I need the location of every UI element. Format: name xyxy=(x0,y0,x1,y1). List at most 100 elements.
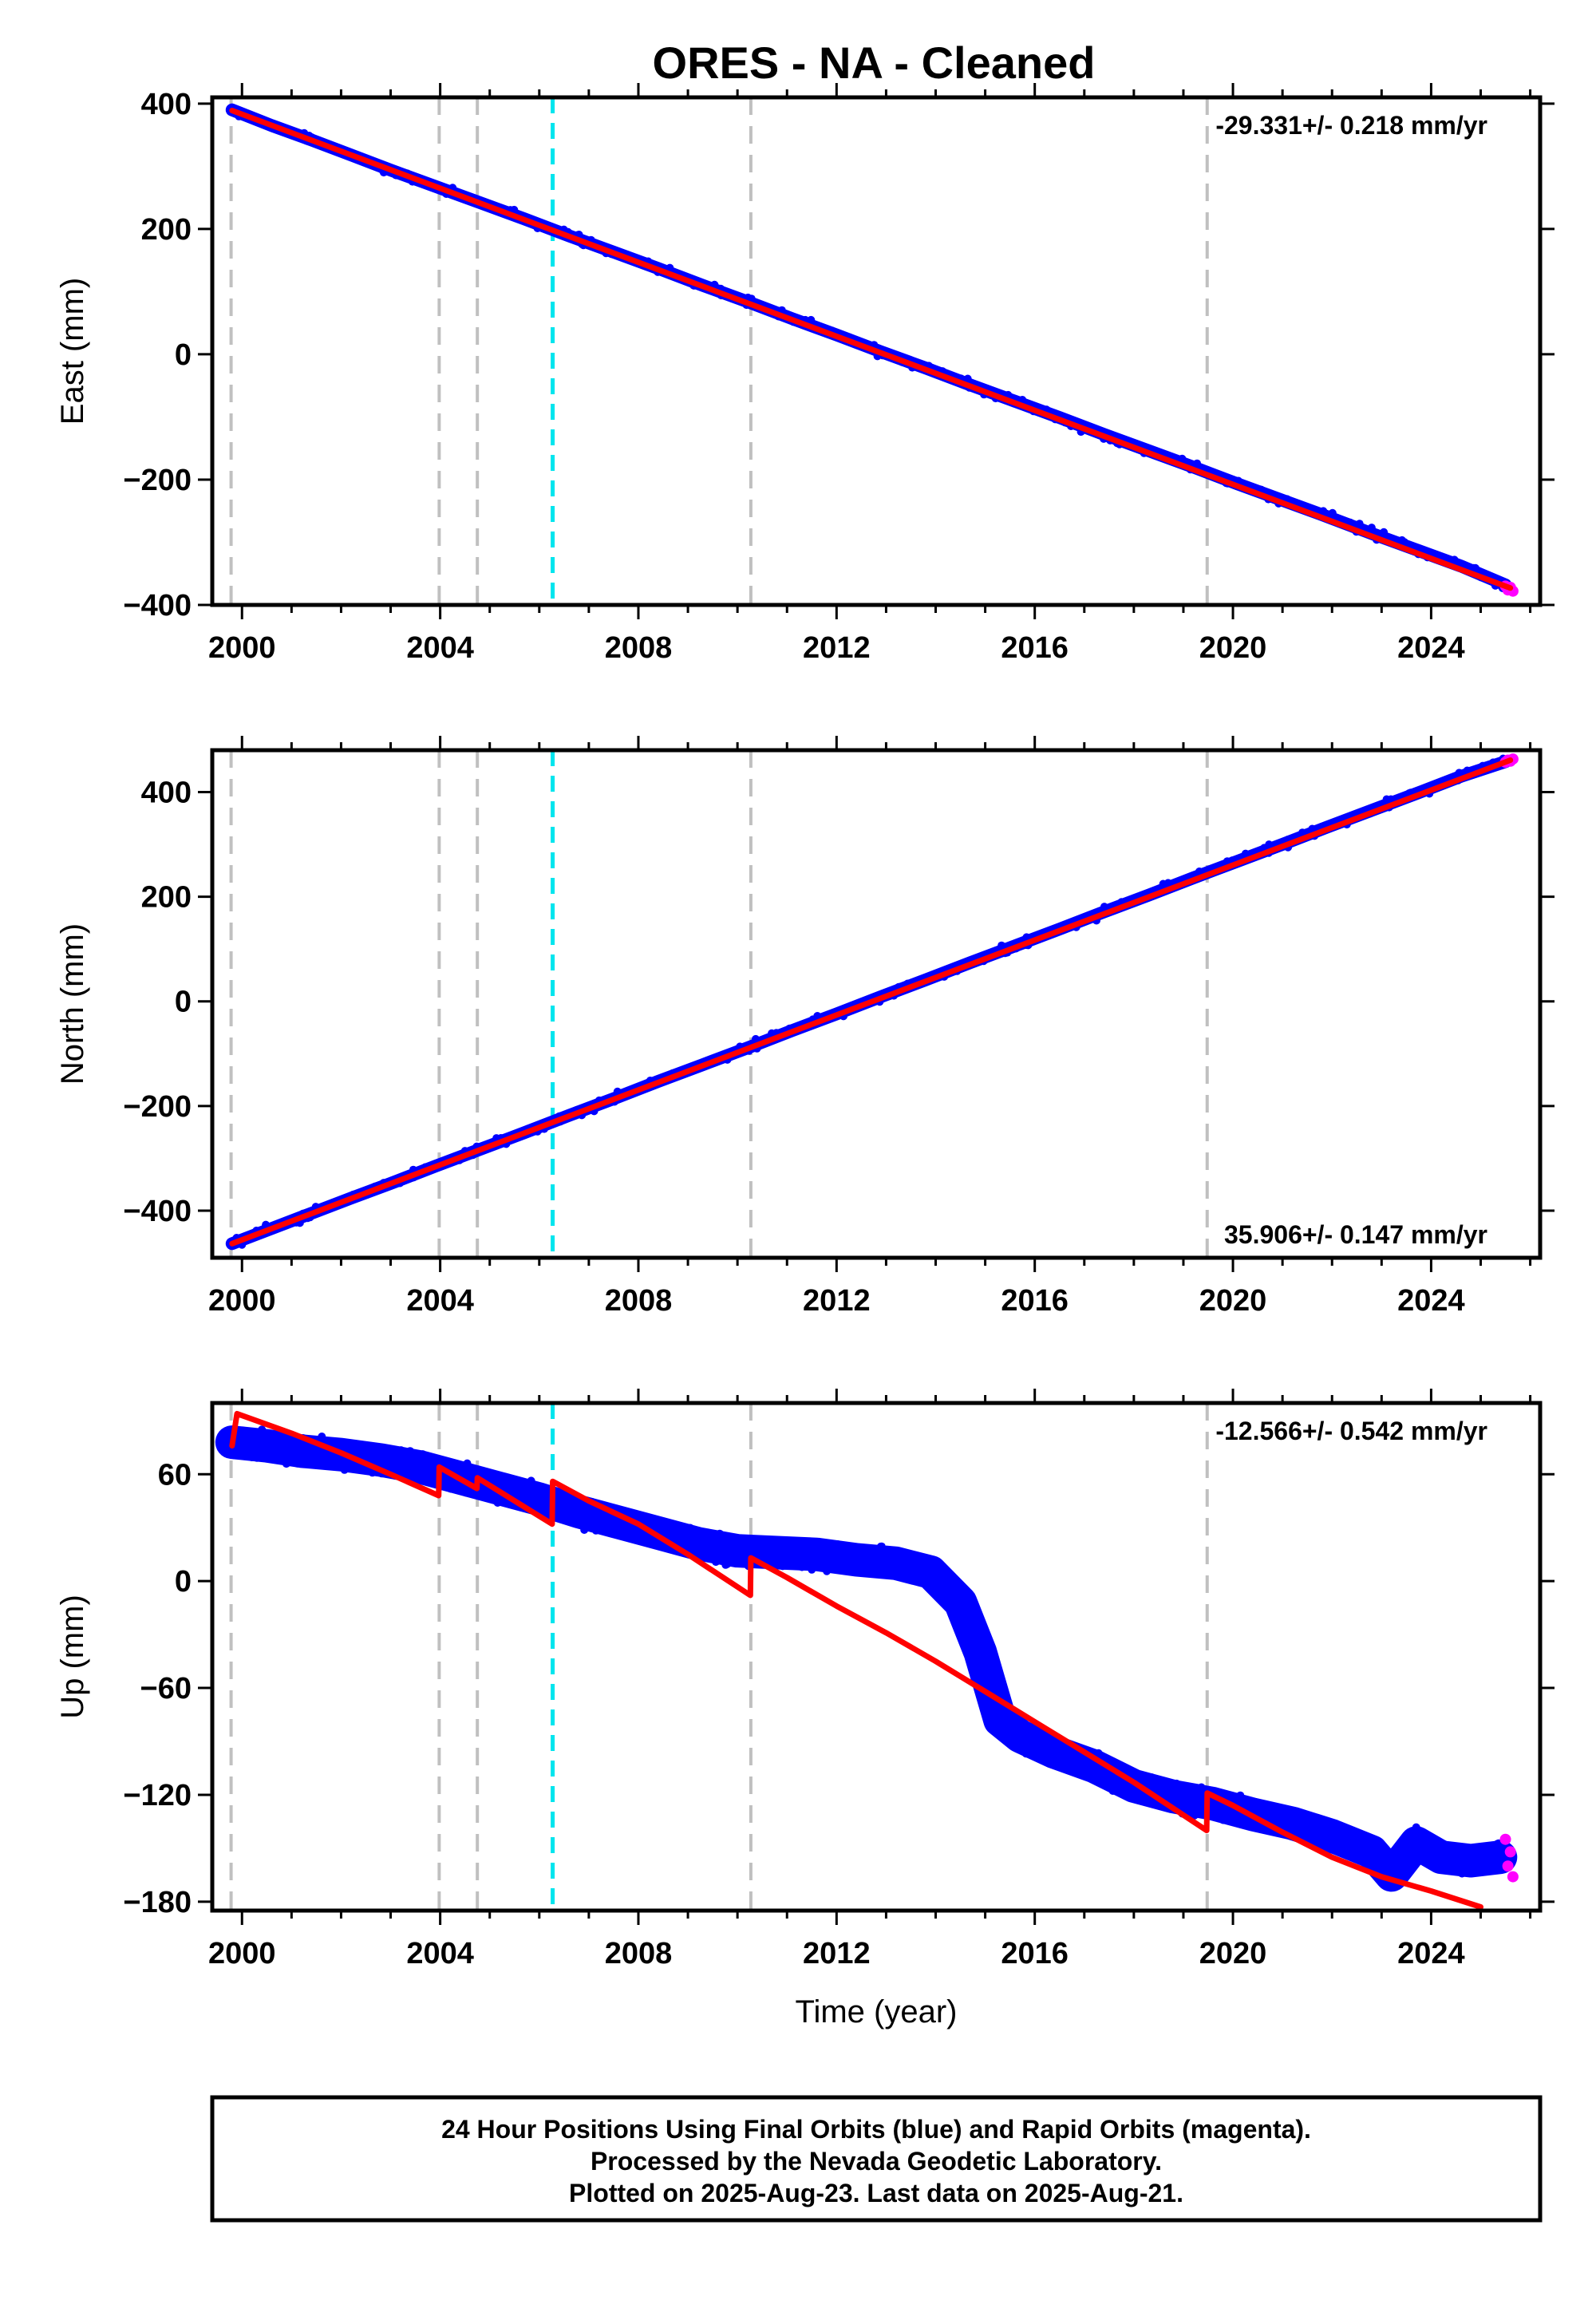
up-final-orbit-point xyxy=(810,1548,819,1557)
up-final-orbit-point xyxy=(729,1551,738,1560)
up-final-orbit-point xyxy=(380,1460,389,1468)
north-velocity-label: 35.906+/- 0.147 mm/yr xyxy=(1224,1220,1487,1249)
up-final-orbit-point xyxy=(800,1542,808,1551)
up-final-orbit-point xyxy=(1418,1828,1427,1836)
up-final-orbit-point xyxy=(1460,1844,1468,1852)
up-final-orbit-point xyxy=(337,1443,346,1452)
east-y-tick-label: 0 xyxy=(175,338,192,372)
up-final-orbit-point xyxy=(1477,1868,1486,1876)
up-final-orbit-point xyxy=(1195,1805,1203,1814)
up-final-orbit-point xyxy=(728,1540,737,1549)
up-final-orbit-point xyxy=(798,1563,806,1571)
up-y-tick-label: −180 xyxy=(123,1886,192,1919)
up-final-orbit-point xyxy=(848,1545,856,1554)
up-final-orbit-point xyxy=(1329,1820,1338,1828)
east-x-tick-label: 2016 xyxy=(1001,631,1069,665)
north-x-tick-label: 2020 xyxy=(1199,1284,1267,1318)
up-final-orbit-point xyxy=(1351,1838,1359,1847)
up-final-orbit-point xyxy=(638,1535,646,1544)
east-final-orbit-point xyxy=(1018,396,1027,404)
up-final-orbit-point xyxy=(1183,1787,1192,1796)
up-rapid-orbit-point-2 xyxy=(1504,1846,1516,1858)
up-y-tick-label: 60 xyxy=(158,1458,192,1492)
up-x-tick-label: 2008 xyxy=(605,1937,673,1970)
up-final-orbit-point xyxy=(625,1528,634,1536)
up-final-orbit-point xyxy=(1094,1749,1103,1757)
east-final-orbit-point xyxy=(1469,563,1478,572)
up-final-orbit-point xyxy=(740,1549,748,1558)
up-final-orbit-point xyxy=(1404,1837,1413,1846)
north-model-fit-line xyxy=(229,757,1514,1247)
up-final-orbit-point xyxy=(939,1583,948,1591)
east-y-tick-label: −200 xyxy=(123,464,192,497)
up-final-orbit-point xyxy=(671,1529,680,1538)
north-x-tick-label: 2016 xyxy=(1001,1284,1069,1318)
up-final-orbit-point xyxy=(1049,1738,1057,1747)
up-final-orbit-point xyxy=(1071,1763,1080,1772)
up-final-orbit-point xyxy=(460,1485,469,1494)
east-x-tick-label: 2012 xyxy=(803,631,871,665)
up-final-orbit-point xyxy=(946,1584,954,1593)
up-final-orbit-point xyxy=(871,1554,879,1563)
up-final-orbit-point xyxy=(783,1543,792,1551)
up-final-orbit-point xyxy=(609,1525,618,1534)
up-final-orbit-point xyxy=(253,1453,262,1462)
up-panel: 2000 2004 2008 2012 2016 2020 2024 60 0 −60 −120 −1… xyxy=(55,1389,1555,2029)
up-final-orbit-point xyxy=(563,1511,572,1520)
up-final-orbit-point xyxy=(976,1648,985,1657)
up-final-orbit-point xyxy=(1152,1780,1161,1789)
up-final-orbit-point xyxy=(903,1553,912,1562)
up-final-orbit-point xyxy=(638,1516,647,1524)
up-final-orbit-point xyxy=(412,1450,421,1459)
up-final-orbit-point xyxy=(588,1519,597,1528)
north-frame xyxy=(210,748,1543,1260)
up-rapid-orbit-point-1 xyxy=(1502,1860,1514,1872)
up-x-tick-label: 2012 xyxy=(803,1937,871,1970)
up-final-orbit-point xyxy=(1180,1792,1189,1801)
up-final-orbit-point xyxy=(709,1531,717,1540)
up-final-orbit-point xyxy=(999,1715,1008,1724)
north-y-tick-label: 0 xyxy=(175,986,192,1019)
up-final-orbit-point xyxy=(966,1614,974,1622)
up-final-orbit-point xyxy=(685,1524,694,1532)
east-final-orbit-point xyxy=(710,280,719,289)
up-final-orbit-point xyxy=(1211,1799,1219,1808)
east-y-tick-label: 200 xyxy=(141,213,192,247)
up-final-orbit-point xyxy=(1468,1844,1477,1853)
up-final-orbit-point xyxy=(784,1549,792,1558)
up-final-orbit-point xyxy=(1302,1821,1310,1830)
east-final-orbit-point xyxy=(1400,538,1408,547)
up-final-orbit-point xyxy=(698,1538,707,1547)
north-y-tick-label: −200 xyxy=(123,1090,192,1124)
up-final-orbit-point xyxy=(1195,1796,1204,1804)
north-y-tick-label: 200 xyxy=(141,881,192,915)
up-final-orbit-point xyxy=(1487,1863,1495,1871)
up-final-orbit-point xyxy=(403,1464,412,1472)
up-final-orbit-point xyxy=(263,1439,271,1447)
up-final-orbit-point xyxy=(1087,1766,1096,1775)
up-final-orbit-point xyxy=(809,1539,818,1548)
up-final-orbit-point xyxy=(566,1504,575,1513)
up-final-orbit-point xyxy=(238,1438,247,1447)
up-final-orbit-point xyxy=(1493,1842,1502,1851)
up-y-tick-label: 0 xyxy=(175,1565,192,1599)
up-final-orbit-point xyxy=(1008,1712,1017,1721)
north-final-orbit-point xyxy=(1159,879,1167,888)
up-final-orbit-point xyxy=(579,1507,588,1516)
up-final-orbit-point xyxy=(418,1450,427,1459)
up-final-orbit-point xyxy=(859,1553,867,1562)
up-final-orbit-point xyxy=(1342,1830,1351,1839)
east-final-orbit-point xyxy=(1367,524,1376,532)
up-final-orbit-point xyxy=(1038,1737,1047,1745)
east-x-tick-label: 2004 xyxy=(406,631,474,665)
up-final-orbit-point xyxy=(1296,1811,1305,1820)
up-y-tick-label: −60 xyxy=(140,1672,192,1705)
up-final-orbit-point xyxy=(1402,1867,1411,1875)
up-final-orbit-point xyxy=(894,1559,903,1568)
up-final-orbit-point xyxy=(891,1551,899,1560)
up-model-fit-line xyxy=(229,1410,1483,1910)
up-final-orbit-point xyxy=(1395,1860,1404,1868)
up-final-orbit-point xyxy=(1313,1825,1321,1834)
up-x-tick-label: 2004 xyxy=(406,1937,474,1970)
up-final-orbit-point xyxy=(843,1556,852,1565)
